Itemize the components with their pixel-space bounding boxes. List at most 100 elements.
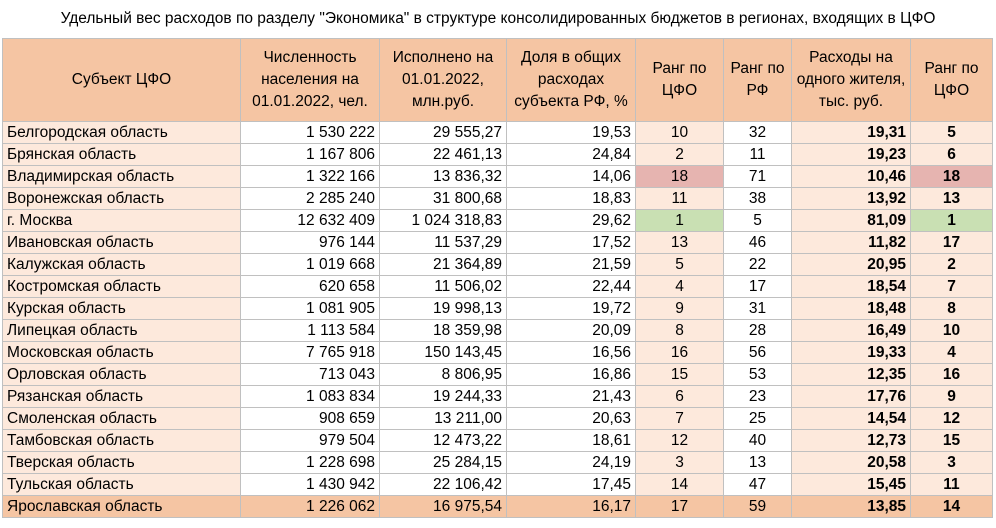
cell-rank-rf[interactable]: 13 xyxy=(723,451,792,474)
cell-rank-cfo[interactable]: 7 xyxy=(635,407,724,430)
cell-spent[interactable]: 13 211,00 xyxy=(379,407,507,430)
cell-share[interactable]: 16,17 xyxy=(506,495,636,518)
cell-spent[interactable]: 11 537,29 xyxy=(379,231,507,254)
cell-spent[interactable]: 22 461,13 xyxy=(379,143,507,166)
cell-subject[interactable]: Владимирская область xyxy=(2,165,241,188)
cell-per-capita[interactable]: 11,82 xyxy=(791,231,911,254)
cell-spent[interactable]: 11 506,02 xyxy=(379,275,507,298)
cell-rank-cfo[interactable]: 11 xyxy=(635,187,724,210)
cell-population[interactable]: 713 043 xyxy=(240,363,380,386)
cell-per-capita[interactable]: 17,76 xyxy=(791,385,911,408)
cell-share[interactable]: 19,72 xyxy=(506,297,636,320)
cell-share[interactable]: 18,61 xyxy=(506,429,636,452)
cell-spent[interactable]: 21 364,89 xyxy=(379,253,507,276)
cell-spent[interactable]: 16 975,54 xyxy=(379,495,507,518)
cell-subject[interactable]: Воронежская область xyxy=(2,187,241,210)
cell-population[interactable]: 2 285 240 xyxy=(240,187,380,210)
cell-subject[interactable]: Смоленская область xyxy=(2,407,241,430)
cell-rank-per-capita[interactable]: 4 xyxy=(910,341,993,364)
cell-population[interactable]: 1 228 698 xyxy=(240,451,380,474)
cell-rank-cfo[interactable]: 2 xyxy=(635,143,724,166)
cell-subject[interactable]: Липецкая область xyxy=(2,319,241,342)
cell-share[interactable]: 20,63 xyxy=(506,407,636,430)
cell-share[interactable]: 21,43 xyxy=(506,385,636,408)
cell-share[interactable]: 22,44 xyxy=(506,275,636,298)
cell-share[interactable]: 16,56 xyxy=(506,341,636,364)
cell-rank-per-capita[interactable]: 2 xyxy=(910,253,993,276)
cell-share[interactable]: 24,84 xyxy=(506,143,636,166)
cell-rank-cfo[interactable]: 10 xyxy=(635,121,724,144)
cell-population[interactable]: 1 530 222 xyxy=(240,121,380,144)
cell-rank-cfo[interactable]: 17 xyxy=(635,495,724,518)
cell-population[interactable]: 1 081 905 xyxy=(240,297,380,320)
cell-per-capita[interactable]: 12,35 xyxy=(791,363,911,386)
header-population[interactable]: Численность населения на 01.01.2022, чел… xyxy=(240,38,380,122)
cell-spent[interactable]: 13 836,32 xyxy=(379,165,507,188)
header-rank-rf[interactable]: Ранг по РФ xyxy=(723,38,792,122)
cell-rank-rf[interactable]: 28 xyxy=(723,319,792,342)
cell-rank-cfo[interactable]: 5 xyxy=(635,253,724,276)
cell-rank-rf[interactable]: 38 xyxy=(723,187,792,210)
cell-rank-rf[interactable]: 71 xyxy=(723,165,792,188)
cell-spent[interactable]: 18 359,98 xyxy=(379,319,507,342)
cell-rank-rf[interactable]: 56 xyxy=(723,341,792,364)
cell-share[interactable]: 14,06 xyxy=(506,165,636,188)
cell-rank-per-capita[interactable]: 16 xyxy=(910,363,993,386)
cell-rank-cfo[interactable]: 18 xyxy=(635,165,724,188)
cell-share[interactable]: 18,83 xyxy=(506,187,636,210)
cell-population[interactable]: 1 019 668 xyxy=(240,253,380,276)
cell-rank-rf[interactable]: 59 xyxy=(723,495,792,518)
cell-per-capita[interactable]: 19,23 xyxy=(791,143,911,166)
cell-rank-cfo[interactable]: 6 xyxy=(635,385,724,408)
cell-rank-cfo[interactable]: 1 xyxy=(635,209,724,232)
cell-rank-cfo[interactable]: 12 xyxy=(635,429,724,452)
cell-spent[interactable]: 22 106,42 xyxy=(379,473,507,496)
cell-subject[interactable]: Костромская область xyxy=(2,275,241,298)
cell-rank-per-capita[interactable]: 14 xyxy=(910,495,993,518)
cell-subject[interactable]: Курская область xyxy=(2,297,241,320)
cell-subject[interactable]: Московская область xyxy=(2,341,241,364)
cell-subject[interactable]: Тамбовская область xyxy=(2,429,241,452)
cell-rank-cfo[interactable]: 9 xyxy=(635,297,724,320)
cell-share[interactable]: 21,59 xyxy=(506,253,636,276)
cell-population[interactable]: 908 659 xyxy=(240,407,380,430)
cell-share[interactable]: 24,19 xyxy=(506,451,636,474)
cell-rank-rf[interactable]: 11 xyxy=(723,143,792,166)
cell-rank-per-capita[interactable]: 10 xyxy=(910,319,993,342)
cell-per-capita[interactable]: 18,54 xyxy=(791,275,911,298)
cell-rank-per-capita[interactable]: 17 xyxy=(910,231,993,254)
cell-per-capita[interactable]: 19,33 xyxy=(791,341,911,364)
cell-per-capita[interactable]: 13,85 xyxy=(791,495,911,518)
cell-rank-rf[interactable]: 25 xyxy=(723,407,792,430)
cell-share[interactable]: 17,52 xyxy=(506,231,636,254)
cell-per-capita[interactable]: 12,73 xyxy=(791,429,911,452)
cell-per-capita[interactable]: 10,46 xyxy=(791,165,911,188)
cell-rank-rf[interactable]: 32 xyxy=(723,121,792,144)
cell-per-capita[interactable]: 13,92 xyxy=(791,187,911,210)
cell-population[interactable]: 1 083 834 xyxy=(240,385,380,408)
cell-rank-per-capita[interactable]: 8 xyxy=(910,297,993,320)
cell-subject[interactable]: Орловская область xyxy=(2,363,241,386)
cell-population[interactable]: 976 144 xyxy=(240,231,380,254)
cell-share[interactable]: 29,62 xyxy=(506,209,636,232)
cell-share[interactable]: 19,53 xyxy=(506,121,636,144)
cell-spent[interactable]: 8 806,95 xyxy=(379,363,507,386)
cell-per-capita[interactable]: 20,58 xyxy=(791,451,911,474)
cell-subject[interactable]: Ивановская область xyxy=(2,231,241,254)
cell-population[interactable]: 620 658 xyxy=(240,275,380,298)
cell-spent[interactable]: 1 024 318,83 xyxy=(379,209,507,232)
cell-rank-per-capita[interactable]: 9 xyxy=(910,385,993,408)
cell-spent[interactable]: 25 284,15 xyxy=(379,451,507,474)
cell-rank-rf[interactable]: 22 xyxy=(723,253,792,276)
cell-per-capita[interactable]: 16,49 xyxy=(791,319,911,342)
cell-rank-per-capita[interactable]: 7 xyxy=(910,275,993,298)
cell-rank-per-capita[interactable]: 13 xyxy=(910,187,993,210)
cell-subject[interactable]: Белгородская область xyxy=(2,121,241,144)
cell-spent[interactable]: 29 555,27 xyxy=(379,121,507,144)
cell-rank-cfo[interactable]: 4 xyxy=(635,275,724,298)
cell-rank-rf[interactable]: 5 xyxy=(723,209,792,232)
cell-rank-per-capita[interactable]: 15 xyxy=(910,429,993,452)
cell-rank-per-capita[interactable]: 12 xyxy=(910,407,993,430)
cell-rank-per-capita[interactable]: 18 xyxy=(910,165,993,188)
cell-subject[interactable]: г. Москва xyxy=(2,209,241,232)
